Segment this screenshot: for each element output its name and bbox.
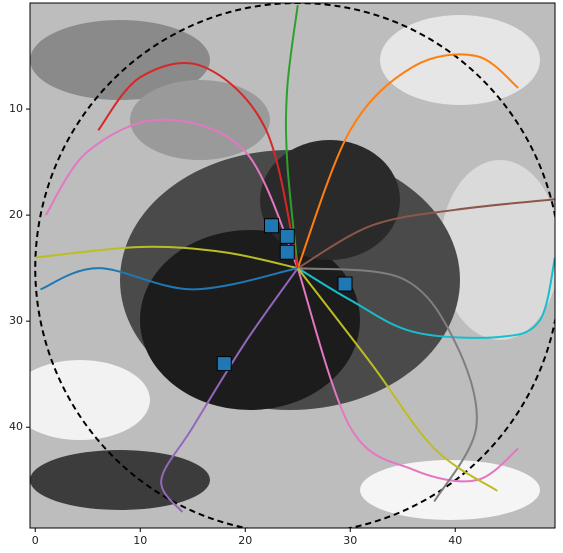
path-line bbox=[296, 267, 519, 483]
marker bbox=[216, 356, 232, 372]
path-line bbox=[44, 118, 299, 269]
x-tick-label: 10 bbox=[133, 534, 147, 547]
marker bbox=[264, 218, 279, 234]
y-tick-label: 20 bbox=[9, 208, 23, 221]
path-line bbox=[296, 267, 498, 492]
x-tick-label: 40 bbox=[448, 534, 462, 547]
marker bbox=[279, 244, 295, 260]
path-line bbox=[297, 257, 555, 339]
x-tick-label: 30 bbox=[343, 534, 357, 547]
path-line bbox=[40, 267, 298, 291]
marker bbox=[337, 276, 353, 292]
path-line bbox=[160, 267, 299, 513]
path-line bbox=[297, 198, 555, 270]
y-tick-label: 40 bbox=[9, 420, 23, 433]
marker bbox=[279, 228, 295, 244]
path-line bbox=[35, 245, 298, 270]
axes-frame bbox=[29, 2, 556, 529]
x-tick-label: 20 bbox=[238, 534, 252, 547]
path-line bbox=[297, 267, 478, 502]
y-tick-label: 30 bbox=[9, 314, 23, 327]
path-line bbox=[97, 62, 299, 269]
path-line bbox=[296, 53, 519, 269]
y-tick-label: 10 bbox=[9, 102, 23, 115]
x-tick-label: 0 bbox=[32, 534, 39, 547]
plot-area bbox=[34, 3, 555, 528]
path-line bbox=[284, 4, 299, 269]
